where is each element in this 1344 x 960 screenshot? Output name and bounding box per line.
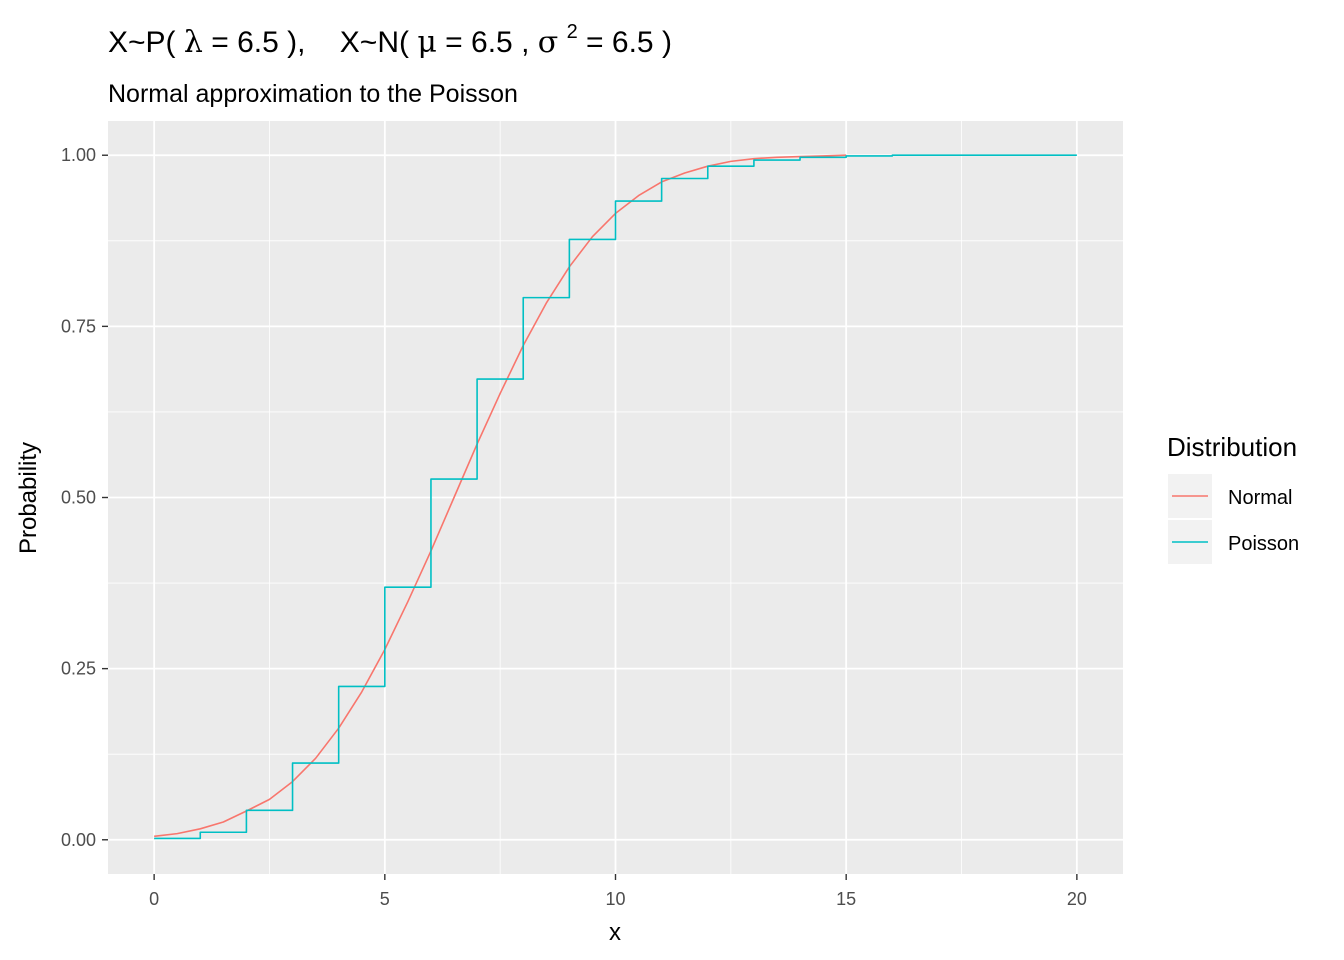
- title-mu: μ: [417, 25, 437, 60]
- axis-ticks: 0 5 10 15 20 0.00 0.25 0.50 0.75 1.00: [61, 145, 1087, 909]
- title-lambda: λ: [184, 25, 203, 60]
- x-axis-title: x: [609, 919, 621, 946]
- title-part: X~P(: [108, 26, 176, 59]
- series-layer: [154, 154, 1077, 840]
- series-line-poisson: [154, 154, 1077, 840]
- x-tick-label: 10: [605, 889, 625, 909]
- svg-text:X~P( λ = 6.5 ),: X~P( λ = 6.5 ), X~N( μ = 6.5 , σ 2 = 6.5…: [108, 12, 672, 60]
- legend-title: Distribution: [1167, 432, 1297, 462]
- title-sigma: σ: [538, 25, 558, 60]
- title-part: = 6.5 ,: [445, 26, 529, 59]
- x-tick-label: 0: [149, 889, 159, 909]
- y-tick-label: 0.25: [61, 659, 96, 679]
- x-tick-label: 20: [1067, 889, 1087, 909]
- title-part: = 6.5 ),: [211, 26, 305, 59]
- x-tick-label: 5: [380, 889, 390, 909]
- x-tick-label: 15: [836, 889, 856, 909]
- grid-major: [108, 121, 1123, 874]
- legend-label-poisson: Poisson: [1228, 533, 1299, 555]
- y-tick-label: 0.75: [61, 316, 96, 336]
- chart-title: X~P( λ = 6.5 ), X~N( μ = 6.5 , σ 2 = 6.5…: [108, 12, 672, 60]
- y-tick-label: 0.00: [61, 830, 96, 850]
- y-tick-label: 1.00: [61, 145, 96, 165]
- series-line-normal: [154, 154, 847, 838]
- legend: Distribution Normal Poisson: [1167, 432, 1299, 564]
- title-part: = 6.5 ): [586, 26, 672, 59]
- chart-subtitle: Normal approximation to the Poisson: [108, 80, 518, 108]
- title-superscript: 2: [567, 21, 578, 43]
- legend-label-normal: Normal: [1228, 487, 1292, 509]
- y-axis-title: Probability: [15, 442, 42, 554]
- y-tick-label: 0.50: [61, 488, 96, 508]
- title-part: X~N(: [340, 26, 409, 59]
